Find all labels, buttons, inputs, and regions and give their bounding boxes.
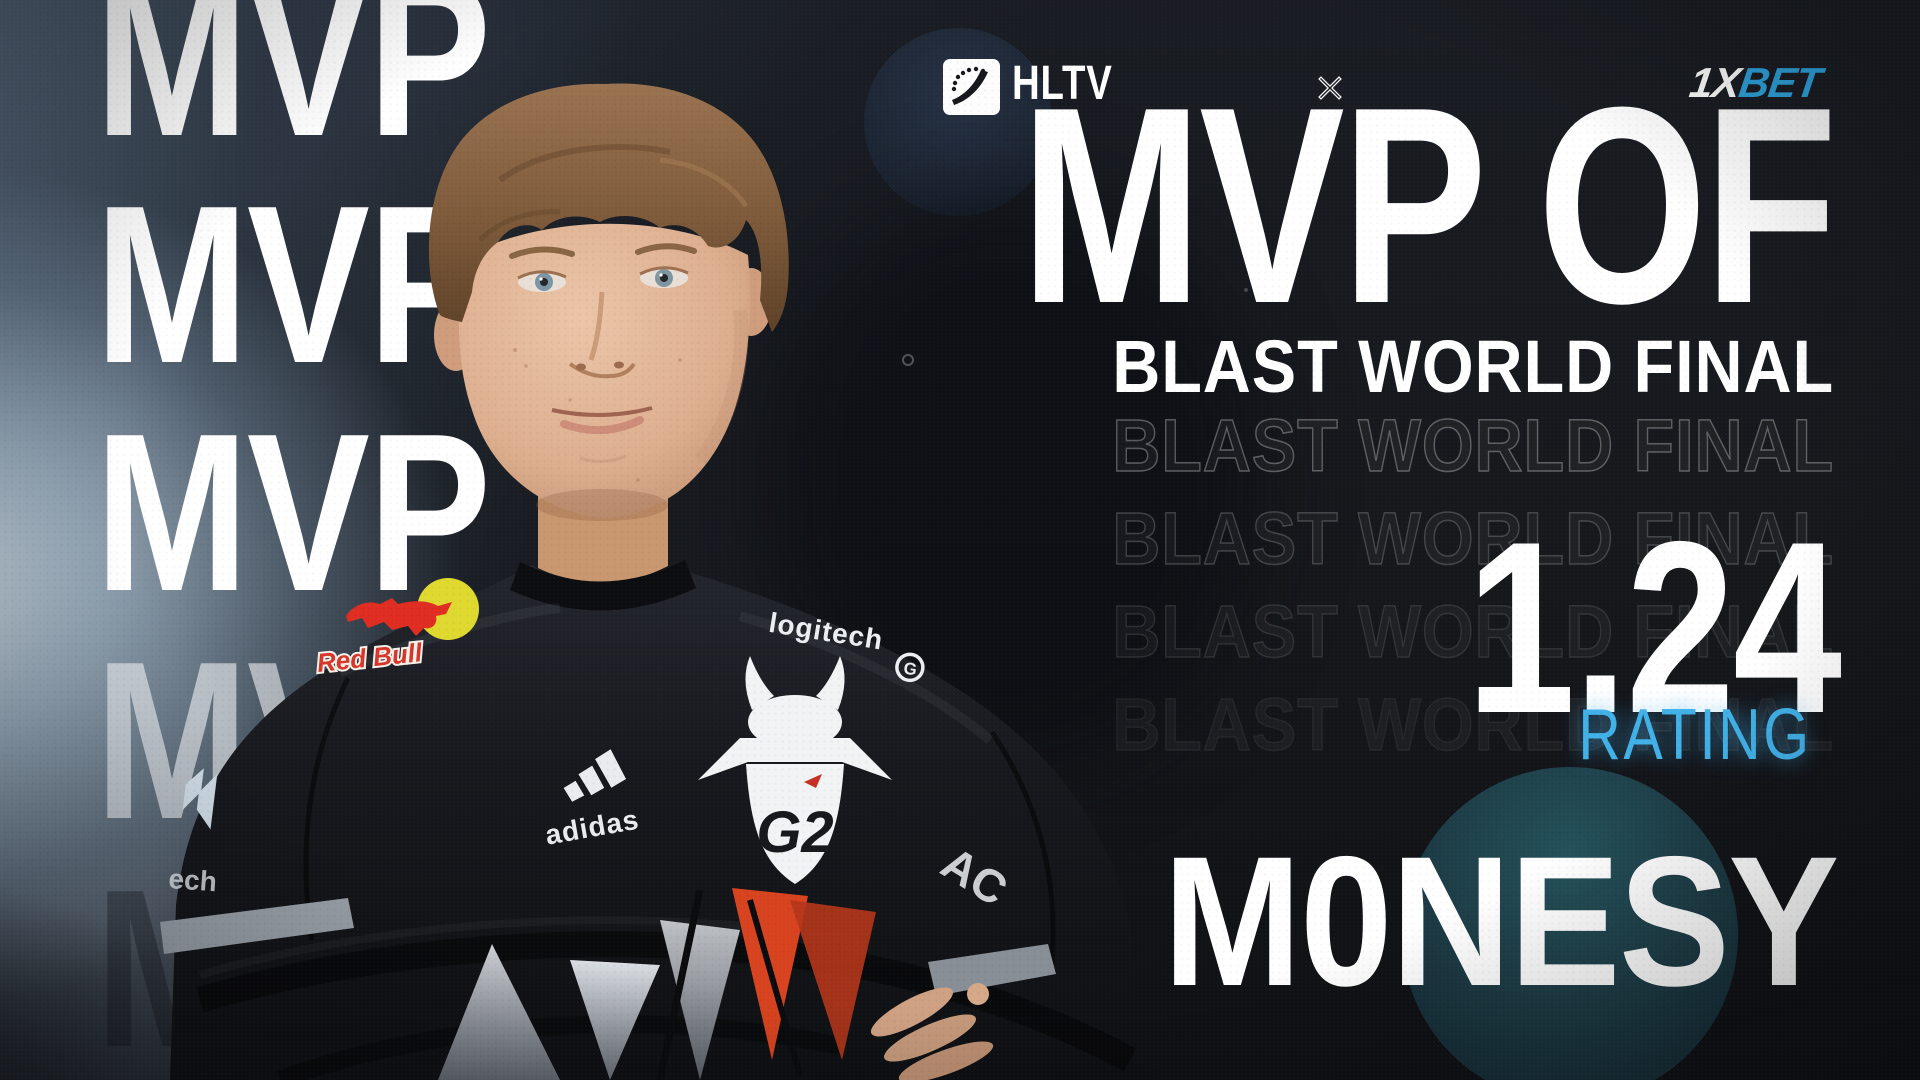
tiny-dot-decoration <box>1244 288 1248 292</box>
ghost-event-text: BLAST WORLD FINAL <box>1111 590 1834 673</box>
watermark-mvp-row: MVP <box>95 0 491 183</box>
hltv-logo <box>943 59 1000 115</box>
player-name: M0NESY <box>1163 819 1839 1025</box>
player-hand <box>870 983 994 1080</box>
ghost-event-text: BLAST WORLD FINAL <box>1111 497 1834 580</box>
g2-red-eye-icon <box>804 774 822 788</box>
sleeve-partial-text: ech <box>168 863 218 897</box>
logitech-g-icon <box>895 652 925 683</box>
svg-text:G2: G2 <box>756 800 833 865</box>
player-photo: Red Bull logitech G adidas G2 <box>160 83 1137 1080</box>
player-head <box>428 83 789 584</box>
collab-x-icon <box>1318 76 1342 100</box>
player-jersey <box>170 560 1137 1080</box>
hltv-swoosh-icon <box>951 66 988 105</box>
rating-label: RATING <box>1578 695 1812 775</box>
sleeve-cuffs <box>160 898 1056 996</box>
red-bull-logo: Red Bull <box>313 578 479 680</box>
ring-dot-decoration <box>902 354 914 366</box>
rating-value: 1.24 <box>1466 490 1842 764</box>
teal-circle-decoration <box>1402 767 1738 1080</box>
adidas-bars-icon <box>563 749 627 802</box>
svg-text:G: G <box>902 659 918 680</box>
red-bull-bull-icon <box>346 598 452 636</box>
ghost-event-text: BLAST WORLD FINAL <box>1111 683 1834 766</box>
watermark-mvp-row: MVP <box>95 386 491 638</box>
headline-title: MVP OF <box>1020 50 1837 362</box>
player-eyes <box>517 266 689 292</box>
watermark-mvp-row: MVP <box>95 158 491 410</box>
m1-sleeve-logo <box>182 768 218 830</box>
ghost-event-text: BLAST WORLD FINAL <box>1111 404 1834 487</box>
event-name: BLAST WORLD FINAL <box>1112 325 1834 408</box>
player-hair <box>428 83 789 332</box>
hltv-wordmark: HLTV <box>1012 57 1113 110</box>
g2-logo: G2 <box>438 656 892 1080</box>
